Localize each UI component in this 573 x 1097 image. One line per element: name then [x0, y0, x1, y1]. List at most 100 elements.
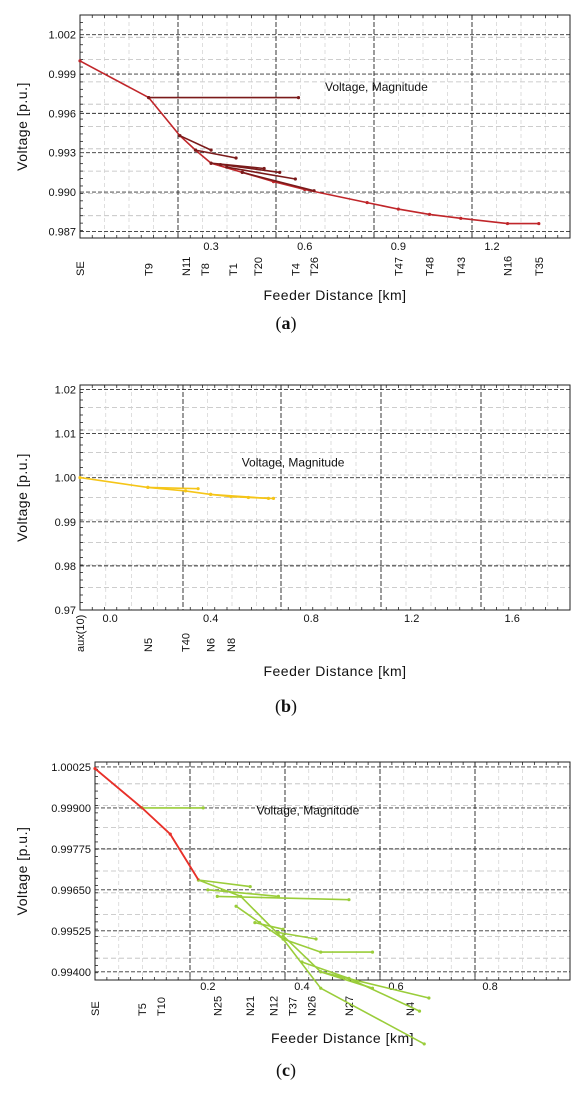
- x-tick-label: 1.2: [404, 613, 419, 625]
- data-point: [248, 884, 252, 889]
- node-label: N26: [306, 996, 318, 1016]
- data-point: [347, 898, 351, 902]
- data-point: [537, 221, 541, 226]
- series-line: [79, 60, 539, 225]
- node-label: T37: [288, 997, 300, 1016]
- node-label: T47: [393, 257, 405, 276]
- series-line: [220, 163, 280, 174]
- y-tick-label: 0.98: [55, 561, 76, 573]
- data-point: [78, 476, 82, 480]
- data-point: [459, 216, 463, 220]
- series-line: [179, 134, 212, 151]
- x-axis-label: Feeder Distance [km]: [263, 663, 406, 679]
- data-point: [271, 496, 276, 500]
- y-tick-label: 0.999: [48, 69, 76, 81]
- node-label: T40: [181, 633, 193, 652]
- node-label: N27: [344, 996, 356, 1016]
- data-point: [146, 485, 150, 489]
- data-point: [319, 986, 323, 990]
- node-label: T1: [228, 263, 240, 276]
- node-label: aux(10): [75, 615, 87, 652]
- node-label: T8: [200, 263, 212, 276]
- x-tick-label: 0.0: [103, 613, 118, 625]
- data-point: [314, 937, 318, 941]
- panel-caption: (a): [276, 313, 297, 334]
- x-tick-label: 0.6: [297, 241, 312, 253]
- node-label: N11: [181, 257, 193, 276]
- series-line: [226, 166, 296, 180]
- node-label: N6: [206, 638, 218, 652]
- chart-panel-2: 1.02 1.01 1.00 0.99 0.98 0.97 0.0 0.4 0.8 1.2 1.6 a…: [14, 384, 571, 717]
- data-point: [196, 487, 200, 491]
- data-point: [209, 161, 213, 165]
- y-tick-label: 0.97: [55, 605, 76, 617]
- node-label: N12: [269, 996, 281, 1016]
- node-label: N8: [226, 638, 238, 652]
- series-line: [278, 931, 317, 940]
- series-line: [147, 486, 199, 490]
- series-line: [320, 971, 430, 999]
- grid: [80, 15, 570, 238]
- data-point: [209, 148, 213, 152]
- data-point: [427, 212, 432, 216]
- data-point: [396, 207, 400, 211]
- y-axis-label: Voltage [p.u.]: [14, 453, 30, 542]
- y-axis-label: Voltage [p.u.]: [14, 827, 30, 916]
- node-label: SE: [90, 1001, 102, 1016]
- node-label: T26: [309, 257, 321, 276]
- data-point: [234, 904, 238, 908]
- node-label: T43: [456, 257, 468, 276]
- data-point: [417, 1009, 422, 1013]
- data-point: [234, 156, 238, 160]
- y-tick-label: 0.990: [48, 187, 76, 199]
- y-tick-label: 0.99525: [51, 926, 91, 938]
- node-label: T9: [144, 263, 156, 276]
- x-tick-label: 0.4: [203, 613, 218, 625]
- data-point: [319, 950, 323, 954]
- data-point: [422, 1042, 426, 1046]
- y-tick-label: 0.99400: [51, 967, 91, 979]
- data-point: [206, 888, 210, 892]
- data-point: [276, 930, 281, 935]
- chart-panel-1: 1.002 0.999 0.996 0.993 0.990 0.987 0.3 0.6 0.9 1…: [14, 14, 571, 334]
- annotation-label: Voltage, Magnitude: [325, 80, 428, 94]
- data-point: [370, 950, 375, 954]
- x-tick-label: 0.2: [200, 981, 215, 993]
- data-point: [183, 489, 188, 493]
- node-label: T4: [290, 263, 302, 276]
- data-point: [281, 937, 285, 941]
- data-point: [365, 200, 369, 205]
- series-line: [94, 767, 200, 881]
- data-point: [293, 177, 297, 181]
- y-tick-label: 0.99900: [51, 803, 91, 815]
- series-line: [207, 889, 279, 898]
- data-point: [78, 59, 82, 63]
- y-tick-label: 1.02: [55, 384, 76, 396]
- node-label: N16: [503, 256, 515, 276]
- data-point: [262, 166, 266, 171]
- node-label: T48: [425, 257, 437, 276]
- data-point: [281, 927, 285, 931]
- data-point: [505, 221, 510, 226]
- data-point: [281, 934, 285, 938]
- node-label: SE: [75, 261, 87, 276]
- y-tick-label: 1.00025: [51, 762, 91, 774]
- annotation-label: Voltage, Magnitude: [242, 456, 345, 470]
- series-group: [93, 766, 431, 1046]
- node-label: T5: [137, 1003, 149, 1016]
- annotation-label: Voltage, Magnitude: [257, 803, 360, 817]
- data-point: [312, 189, 316, 193]
- data-point: [319, 970, 323, 974]
- y-tick-label: 0.99: [55, 517, 76, 529]
- data-point: [296, 96, 301, 100]
- data-point: [427, 996, 431, 1000]
- y-tick-label: 0.987: [48, 226, 76, 238]
- data-point: [147, 96, 151, 100]
- x-tick-label: 1.2: [484, 241, 499, 253]
- y-axis-label: Voltage [p.u.]: [14, 82, 30, 171]
- y-tick-label: 1.01: [55, 429, 76, 441]
- x-tick-label: 0.6: [388, 981, 403, 993]
- y-tick-label: 0.99775: [51, 844, 91, 856]
- x-tick-label: 0.3: [203, 241, 218, 253]
